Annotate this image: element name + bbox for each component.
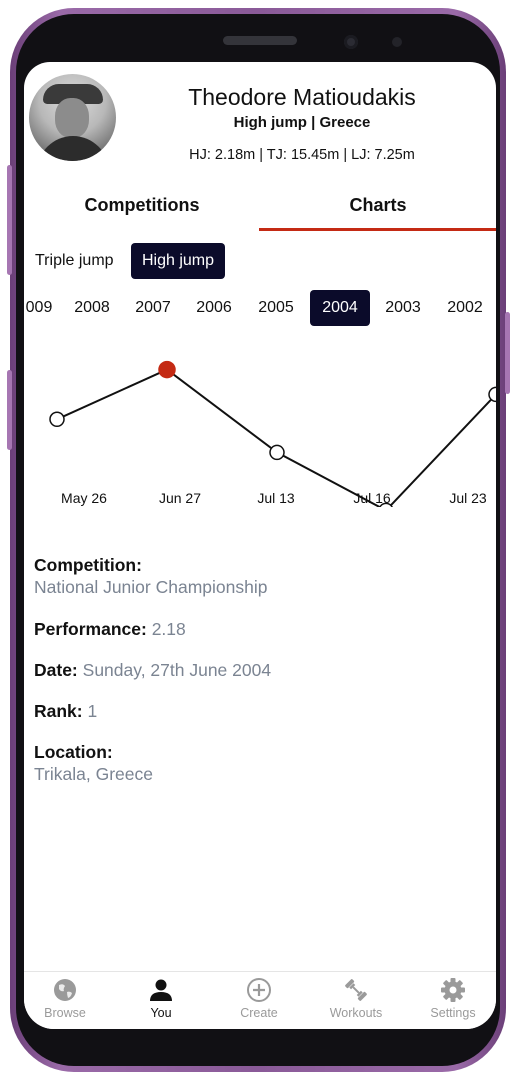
performance-chart[interactable]: May 26 Jun 27 Jul 13 Jul 16 Jul 23 — [24, 337, 496, 507]
app-screen: Theodore Matioudakis High jump | Greece … — [24, 62, 496, 1029]
performance-label: Performance: — [34, 619, 147, 639]
location-value: Trikala, Greece — [34, 764, 153, 784]
gear-icon — [441, 978, 465, 1002]
nav-you[interactable]: You — [114, 976, 208, 1020]
x-tick-label: Jul 23 — [449, 490, 487, 506]
active-tab-indicator — [259, 228, 496, 231]
personal-records: HJ: 2.18m | TJ: 15.45m | LJ: 7.25m — [189, 147, 415, 163]
nav-create-label: Create — [240, 1006, 278, 1020]
detail-location: Location: Trikala, Greece — [34, 742, 153, 785]
series-line — [56, 368, 496, 507]
detail-date: Date: Sunday, 27th June 2004 — [34, 660, 271, 681]
data-point-selected[interactable] — [158, 360, 176, 379]
power-button — [505, 312, 510, 394]
speaker-grille — [223, 36, 297, 45]
data-point[interactable] — [49, 411, 65, 428]
athlete-name: Theodore Matioudakis — [188, 84, 416, 110]
detail-performance: Performance: 2.18 — [34, 619, 186, 640]
nav-you-label: You — [150, 1006, 172, 1020]
sensor — [392, 37, 402, 47]
year-item[interactable]: 2008 — [74, 299, 110, 316]
performance-value: 2.18 — [151, 619, 186, 639]
event-triple-jump[interactable]: Triple jump — [35, 252, 114, 269]
data-point[interactable] — [488, 386, 496, 403]
date-value: Sunday, 27th June 2004 — [82, 660, 272, 680]
competition-value: National Junior Championship — [34, 577, 268, 597]
x-tick-label: Jul 16 — [353, 490, 391, 506]
x-tick-label: Jun 27 — [159, 490, 201, 506]
bottom-nav: Browse You Create — [24, 971, 496, 1029]
avatar[interactable] — [29, 74, 116, 161]
athlete-subtitle: High jump | Greece — [233, 114, 371, 131]
nav-settings[interactable]: Settings — [406, 976, 496, 1020]
nav-settings-label: Settings — [430, 1006, 476, 1020]
data-point[interactable] — [269, 444, 285, 461]
year-item-selected[interactable]: 2004 — [310, 290, 370, 326]
year-item[interactable]: 009 — [25, 299, 53, 316]
nav-create[interactable]: Create — [212, 976, 306, 1020]
location-label: Location: — [34, 742, 113, 762]
rank-label: Rank: — [34, 701, 83, 721]
year-item[interactable]: 2005 — [258, 299, 294, 316]
year-item[interactable]: 2003 — [385, 299, 421, 316]
data-point[interactable] — [379, 502, 393, 507]
year-item[interactable]: 2007 — [135, 299, 171, 316]
year-item[interactable]: 2006 — [196, 299, 232, 316]
event-high-jump[interactable]: High jump — [131, 243, 226, 279]
bixby-button — [7, 370, 12, 450]
x-tick-label: Jul 13 — [257, 490, 295, 506]
x-tick-label: May 26 — [61, 490, 107, 506]
person-icon — [150, 979, 172, 1001]
date-label: Date: — [34, 660, 78, 680]
nav-browse-label: Browse — [44, 1006, 86, 1020]
plus-circle-icon — [247, 978, 271, 1002]
year-item[interactable]: 2002 — [447, 299, 483, 316]
nav-browse[interactable]: Browse — [24, 976, 112, 1020]
globe-icon — [54, 979, 76, 1001]
tab-competitions[interactable]: Competitions — [84, 195, 200, 215]
nav-workouts-label: Workouts — [329, 1006, 383, 1020]
front-camera — [344, 35, 358, 49]
competition-label: Competition: — [34, 555, 142, 575]
tab-charts[interactable]: Charts — [349, 195, 407, 215]
dumbbell-icon — [345, 979, 367, 1001]
detail-competition: Competition: National Junior Championshi… — [34, 555, 267, 598]
nav-workouts[interactable]: Workouts — [309, 976, 403, 1020]
detail-rank: Rank: 1 — [34, 701, 97, 722]
rank-value: 1 — [87, 701, 98, 721]
volume-button — [7, 165, 12, 275]
